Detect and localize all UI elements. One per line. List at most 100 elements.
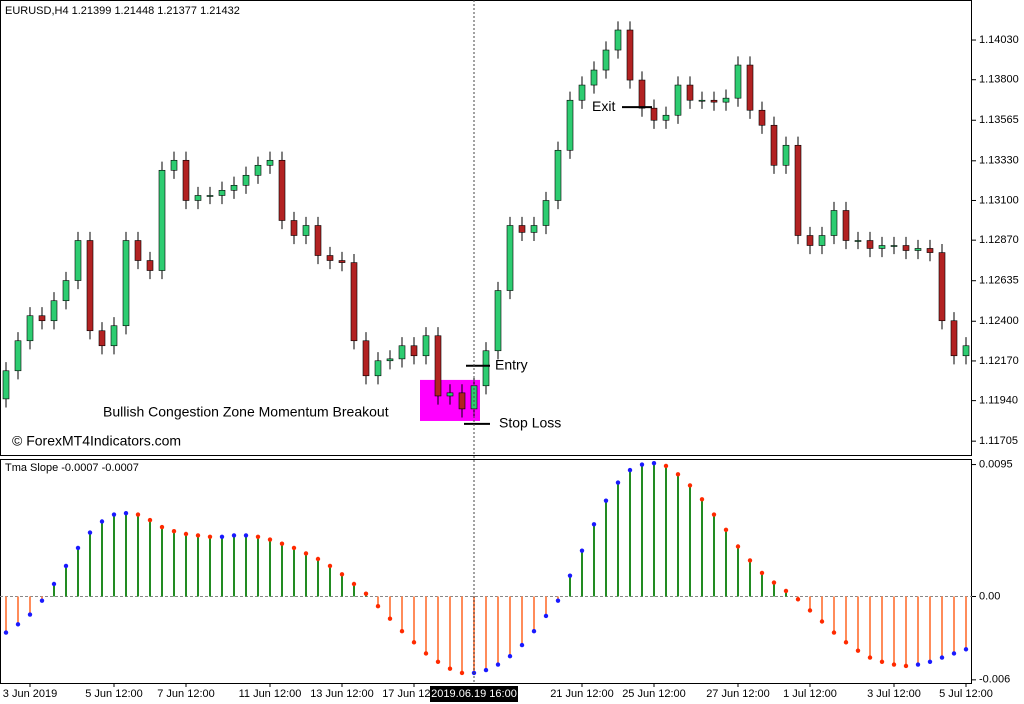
y-tick-label: 1.12400 [979,315,1019,327]
slope-dot [447,666,453,671]
candle-body [542,200,550,226]
slope-dot [819,619,825,624]
slope-dot [543,613,549,619]
slope-dot [375,604,381,609]
slope-dot [771,580,777,585]
candle-body [614,29,622,51]
slope-dot [567,573,573,578]
slope-dot [387,616,393,621]
slope-dot [807,608,813,613]
slope-dot [783,588,789,594]
candle-body [38,315,46,322]
y-tick-label: 1.11940 [979,395,1018,407]
slope-dot [3,630,9,635]
slope-dot [627,467,633,473]
slope-dot [255,534,261,539]
slope-dot [63,563,69,569]
candle-body [242,174,250,186]
slope-dot [687,483,693,488]
slope-dot [159,524,165,530]
x-tick-label: 7 Jun 12:00 [157,688,215,700]
candle-body [554,149,562,201]
candle-body [446,392,454,397]
candle-body [146,260,154,271]
candle-body [434,335,442,397]
candle-body [506,225,514,291]
candle-body [878,245,886,249]
candle-body [950,320,958,357]
slope-dot [231,533,237,538]
slope-dot [723,527,729,533]
candle-body [182,159,190,201]
candle-body [266,159,274,166]
candle-body [2,370,10,400]
candle-body [50,300,58,322]
candle-body [962,345,970,357]
slope-dot [915,662,921,667]
candle-body [710,99,718,103]
watermark: © ForexMT4Indicators.com [12,433,181,449]
y-tick-label: -0.006 [979,674,1010,686]
candle-body [170,159,178,171]
candle-body [866,240,874,249]
slope-dot [207,534,213,539]
candle-body [398,345,406,360]
candle-body [494,290,502,352]
level-label: Stop Loss [499,415,561,431]
candle-body [350,262,358,342]
candle-body [62,280,70,302]
slope-dot [87,530,93,535]
candle-body [638,79,646,109]
candle-body [326,255,334,261]
candle-body [338,260,346,263]
slope-dot [171,529,177,534]
x-tick-label: 13 Jun 12:00 [310,688,374,700]
slope-dot [615,480,621,485]
slope-dot [147,517,153,523]
slope-dot [99,519,105,524]
candle-body [698,99,706,102]
level-label: Exit [592,98,615,114]
slope-dot [39,598,45,603]
x-tick-label: 17 Jun 12:00 [382,688,446,700]
x-tick-label: 5 Jun 12:00 [85,688,143,700]
candle-body [422,335,430,357]
slope-dot [423,651,429,656]
slope-dot [699,497,705,502]
candle-body [686,84,694,101]
candle-body [482,350,490,387]
candle-body [890,245,898,247]
slope-dot [303,551,309,556]
candle-body [722,97,730,103]
candle-body [902,245,910,251]
slope-dot [111,512,117,517]
y-tick-label: 1.13100 [979,194,1019,206]
y-tick-label: 1.12170 [979,355,1019,367]
candle-body [590,69,598,86]
cursor-time-box [430,686,518,702]
slope-dot [531,629,537,634]
candle-body [518,225,526,233]
candle-body [854,240,862,242]
slope-dot [663,463,669,469]
y-tick-label: 0.0095 [979,458,1013,470]
slope-dot [927,659,933,664]
candle-body [914,248,922,251]
candle-body [662,114,670,121]
slope-dot [399,629,405,634]
x-tick-label: 3 Jul 12:00 [867,688,921,700]
x-tick-label: 5 Jul 12:00 [939,688,993,700]
y-tick-label: 1.13330 [979,155,1019,167]
candle-body [26,315,34,342]
slope-dot [903,663,909,669]
slope-dot [363,591,369,596]
slope-dot [51,581,57,587]
candle-body [230,184,238,191]
candle-body [758,109,766,126]
slope-dot [711,512,717,517]
slope-dot [183,531,189,537]
candle-body [86,240,94,332]
slope-dot [327,563,333,569]
slope-dot [135,512,141,517]
x-tick-label: 3 Jun 2019 [3,688,57,700]
